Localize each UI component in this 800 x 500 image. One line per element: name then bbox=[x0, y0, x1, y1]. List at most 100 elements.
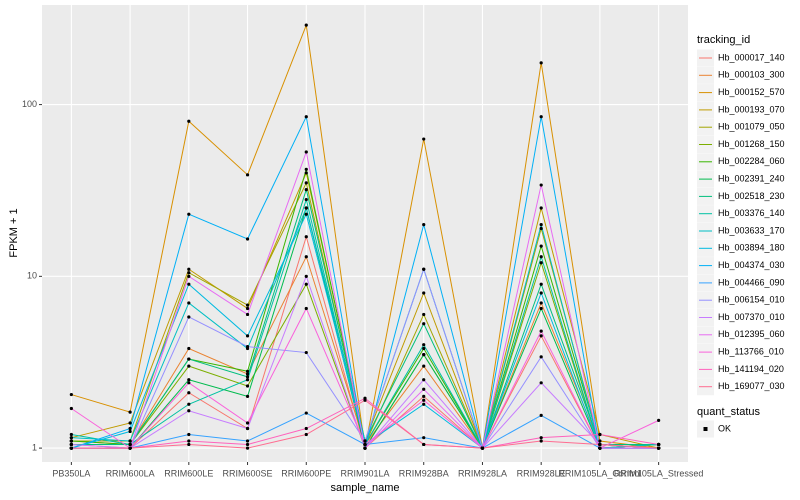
point bbox=[657, 442, 661, 447]
point bbox=[422, 442, 426, 447]
x-tick-label: PB350LA bbox=[52, 468, 90, 478]
point bbox=[245, 446, 250, 450]
point bbox=[422, 346, 426, 351]
point bbox=[245, 375, 250, 379]
point bbox=[187, 402, 191, 406]
point bbox=[69, 392, 73, 397]
point bbox=[422, 291, 426, 295]
point bbox=[187, 357, 191, 361]
point bbox=[304, 306, 308, 311]
point bbox=[304, 255, 308, 259]
point bbox=[539, 306, 543, 311]
point bbox=[245, 303, 250, 307]
point bbox=[128, 426, 132, 431]
x-axis-title: sample_name bbox=[330, 482, 399, 494]
y-axis-title: FPKM + 1 bbox=[8, 208, 20, 257]
point bbox=[304, 282, 308, 286]
point bbox=[245, 372, 250, 376]
point bbox=[304, 171, 308, 175]
point bbox=[304, 197, 308, 202]
legend-label: Hb_001079_050 bbox=[718, 122, 785, 132]
point bbox=[304, 432, 308, 437]
point bbox=[422, 267, 426, 271]
x-tick-label: RRIM600LE bbox=[164, 468, 213, 478]
legend-label: Hb_169077_030 bbox=[718, 381, 785, 391]
point bbox=[422, 353, 426, 357]
point bbox=[187, 274, 191, 278]
point bbox=[539, 183, 543, 187]
point bbox=[245, 439, 250, 443]
point bbox=[422, 436, 426, 440]
x-tick-label: RRIM105LA_Stressed bbox=[614, 468, 704, 478]
point bbox=[422, 312, 426, 317]
legend-title: tracking_id bbox=[697, 34, 750, 46]
point bbox=[187, 267, 191, 271]
legend-label: Hb_113766_010 bbox=[718, 346, 784, 356]
point bbox=[187, 301, 191, 305]
legend-label: Hb_007370_010 bbox=[718, 312, 785, 322]
y-tick-label: 1 bbox=[32, 442, 37, 452]
legend-label: OK bbox=[718, 423, 731, 433]
point bbox=[245, 344, 250, 349]
point bbox=[187, 282, 191, 286]
point bbox=[422, 378, 426, 382]
point bbox=[539, 291, 543, 295]
point bbox=[304, 115, 308, 119]
legend-label: Hb_000103_300 bbox=[718, 70, 785, 80]
point bbox=[539, 413, 543, 418]
point bbox=[304, 274, 308, 278]
legend-title: quant_status bbox=[697, 406, 760, 418]
point bbox=[422, 137, 426, 141]
point bbox=[69, 442, 73, 447]
point bbox=[128, 410, 132, 414]
point bbox=[245, 306, 250, 311]
x-tick-label: RRIM600PE bbox=[281, 468, 331, 478]
point bbox=[422, 398, 426, 402]
point bbox=[245, 394, 250, 398]
legend-label: Hb_004466_090 bbox=[718, 277, 785, 287]
point bbox=[128, 429, 132, 434]
point bbox=[539, 61, 543, 65]
point bbox=[69, 436, 73, 440]
point bbox=[69, 446, 73, 450]
point bbox=[245, 442, 250, 447]
legend-label: Hb_002518_230 bbox=[718, 191, 785, 201]
point bbox=[304, 235, 308, 239]
point bbox=[539, 255, 543, 259]
point bbox=[657, 418, 661, 422]
point bbox=[363, 398, 367, 402]
point bbox=[422, 394, 426, 398]
point bbox=[422, 322, 426, 326]
point bbox=[245, 384, 250, 388]
point bbox=[539, 355, 543, 359]
point bbox=[539, 115, 543, 119]
point bbox=[187, 391, 191, 395]
point bbox=[539, 301, 543, 305]
point bbox=[304, 187, 308, 192]
point bbox=[539, 226, 543, 231]
point bbox=[422, 364, 426, 368]
point bbox=[187, 119, 191, 123]
legend-label: Hb_000152_570 bbox=[718, 87, 785, 97]
point bbox=[187, 442, 191, 447]
point bbox=[304, 411, 308, 415]
point bbox=[304, 181, 308, 185]
point bbox=[245, 173, 250, 177]
legend-label: Hb_002284_060 bbox=[718, 156, 785, 166]
point bbox=[187, 271, 191, 275]
point bbox=[422, 343, 426, 347]
point bbox=[245, 334, 250, 338]
point bbox=[245, 312, 250, 317]
point bbox=[187, 346, 191, 351]
point bbox=[304, 23, 308, 27]
point bbox=[245, 237, 250, 241]
point bbox=[422, 387, 426, 391]
point bbox=[245, 369, 250, 373]
point bbox=[539, 282, 543, 286]
point bbox=[539, 439, 543, 443]
point bbox=[128, 421, 132, 425]
point bbox=[598, 432, 602, 437]
legend-label: Hb_001268_150 bbox=[718, 139, 785, 149]
point bbox=[539, 329, 543, 333]
